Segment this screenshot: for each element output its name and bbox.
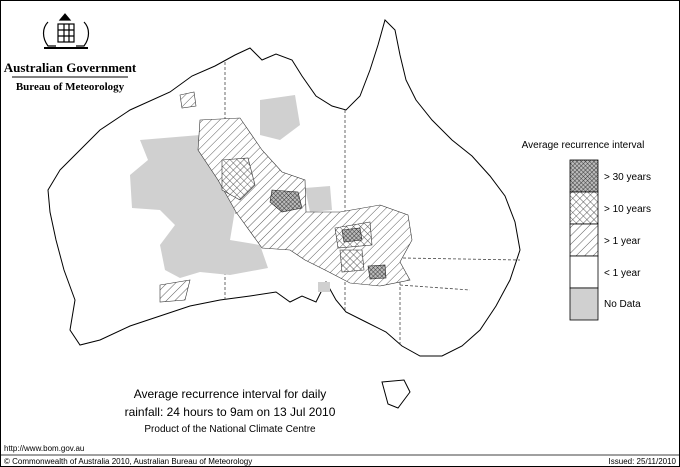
dense-hatched-regions xyxy=(269,189,387,280)
legend-label: No Data xyxy=(604,299,641,310)
crest xyxy=(42,13,90,49)
footer-issued: Issued: 25/11/2010 xyxy=(609,457,677,466)
legend-title: Average recurrence interval xyxy=(522,140,645,151)
legend-swatch xyxy=(569,287,599,321)
legend: > 30 years > 10 years > 1 year < 1 year … xyxy=(569,159,651,321)
caption-line: Average recurrence interval for daily xyxy=(134,387,327,401)
legend-label: > 30 years xyxy=(604,172,651,183)
caption-line: rainfall: 24 hours to 9am on 13 Jul 2010 xyxy=(125,405,336,419)
footer-url: http://www.bom.gov.au xyxy=(4,444,84,453)
legend-swatch xyxy=(569,223,599,257)
agency-name: Australian Government xyxy=(4,60,137,75)
legend-label: > 1 year xyxy=(604,236,641,247)
caption-line: Product of the National Climate Centre xyxy=(144,424,316,435)
footer-copyright: © Commonwealth of Australia 2010, Austra… xyxy=(4,457,252,466)
bureau-name: Bureau of Meteorology xyxy=(16,81,125,93)
legend-swatch xyxy=(569,191,599,225)
legend-swatch xyxy=(569,159,599,193)
legend-label: < 1 year xyxy=(604,268,641,279)
tasmania xyxy=(381,379,411,409)
legend-swatch xyxy=(569,255,599,289)
legend-label: > 10 years xyxy=(604,204,651,215)
